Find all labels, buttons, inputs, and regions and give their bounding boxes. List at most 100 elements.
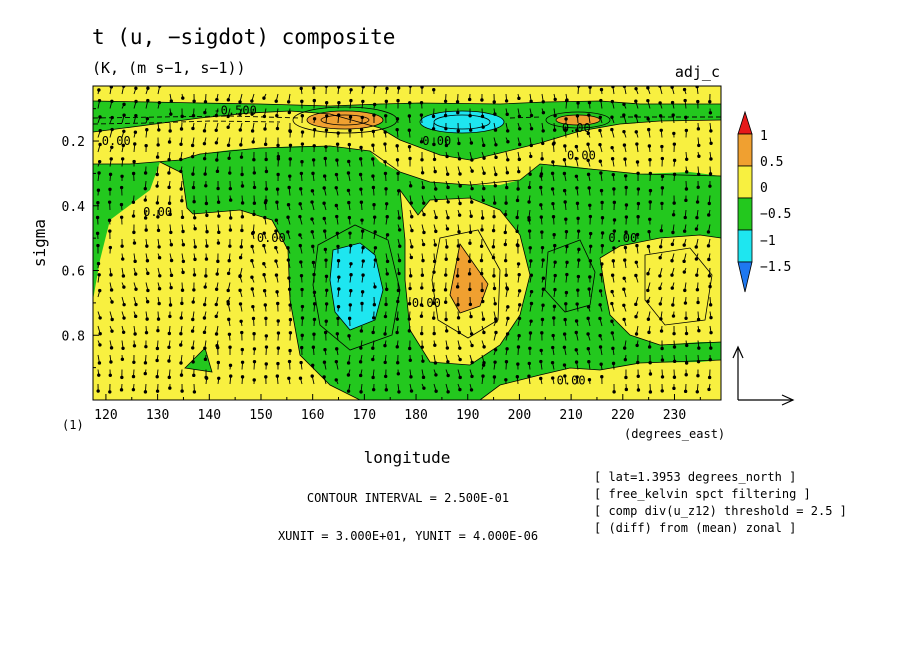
vector-arrow-head — [143, 371, 147, 376]
vector-arrow-head — [204, 274, 208, 278]
vector-arrow-head — [468, 302, 473, 307]
vector-arrow-head — [610, 301, 614, 306]
vector-arrow-head — [576, 229, 581, 233]
vector-arrow-head — [190, 143, 195, 148]
vector-arrow-head — [694, 245, 698, 249]
vector-arrow-head — [517, 334, 521, 338]
vector-arrow-head — [516, 262, 521, 266]
vector-arrow-head — [214, 314, 218, 319]
vector-arrow-head — [624, 185, 628, 190]
vector-arrow-head — [434, 187, 438, 191]
vector-arrow-head — [600, 375, 604, 379]
contour-label: 0.00 — [608, 231, 637, 245]
vector-arrow-head — [683, 215, 687, 220]
vector-arrow-head — [132, 230, 136, 235]
vector-arrow-head — [276, 172, 280, 177]
vector-arrow-head — [707, 257, 711, 262]
vector-arrow-head — [156, 215, 160, 219]
vector-arrow-head — [481, 125, 485, 129]
vector-arrow-head — [143, 186, 148, 191]
vector-arrow-head — [276, 346, 281, 350]
vector-arrow-head — [288, 331, 293, 335]
vector-arrow-head — [457, 141, 461, 146]
vector-arrow-head — [383, 360, 387, 365]
info-line: [ comp div(u_z12) threshold = 2.5 ] — [594, 504, 847, 518]
vector-arrow-head — [359, 329, 364, 333]
vector-arrow-head — [336, 113, 341, 117]
vector-arrow-head — [672, 142, 677, 146]
vector-arrow-head — [215, 158, 219, 162]
vector-arrow-head — [240, 330, 244, 335]
vector-arrow-head — [395, 317, 400, 321]
vector-arrow-head — [492, 274, 496, 278]
vector-arrow-head — [132, 241, 137, 245]
vector-arrow-head — [456, 110, 460, 115]
vector-arrow-head — [467, 272, 472, 276]
vector-arrow-head — [180, 288, 185, 292]
vector-arrow-head — [636, 388, 641, 392]
vector-arrow-head — [169, 99, 174, 103]
vector-arrow-head — [648, 171, 653, 176]
vector-arrow-head — [575, 128, 579, 132]
positive-region-right — [600, 235, 721, 345]
vector-arrow-head — [240, 215, 245, 219]
vector-arrow-head — [146, 271, 150, 276]
vector-arrow-head — [646, 244, 651, 249]
vector-arrow-head — [335, 231, 340, 236]
vector-arrow-head — [192, 99, 196, 103]
vector-arrow-head — [108, 373, 112, 378]
vector-arrow-head — [239, 245, 243, 249]
vector-arrow-head — [481, 363, 486, 367]
vector-arrow-head — [155, 374, 159, 379]
vector-arrow-head — [504, 360, 509, 364]
vector-arrow-head — [634, 99, 638, 103]
vector-arrow-head — [564, 302, 568, 306]
vector-arrow-head — [468, 113, 472, 118]
vector-arrow-head — [395, 127, 399, 132]
positive-region-left — [93, 162, 360, 400]
vector-arrow-head — [671, 314, 676, 318]
vector-arrow-head — [684, 373, 688, 377]
vector-arrow-head — [458, 346, 462, 350]
vector-arrow-head — [481, 374, 485, 378]
vector-arrow-head — [658, 256, 662, 260]
vector-arrow-head — [216, 259, 220, 264]
vector-arrow-head — [494, 319, 498, 323]
vector-arrow-head — [300, 287, 304, 292]
vector-arrow-head — [646, 98, 650, 103]
vector-arrow-head — [312, 332, 316, 336]
vector-arrow-head — [683, 301, 688, 305]
vector-arrow-head — [288, 348, 292, 353]
vector-arrow-head — [612, 390, 616, 394]
vector-arrow-head — [227, 332, 232, 336]
vector-arrow-head — [396, 171, 400, 176]
vector-arrow-head — [385, 287, 389, 292]
vector-arrow-head — [684, 331, 689, 336]
vector-arrow-head — [660, 144, 664, 149]
vector-arrow-head — [553, 243, 557, 248]
vector-arrow-head — [396, 189, 401, 193]
vector-arrow-head — [422, 212, 426, 217]
vector-arrow-head — [110, 300, 114, 304]
vector-arrow-head — [624, 375, 628, 380]
vector-arrow-head — [228, 244, 232, 248]
vector-arrow-head — [334, 186, 338, 190]
vector-arrow-head — [493, 302, 497, 306]
vector-arrow-head — [324, 319, 328, 323]
vector-arrow-head — [167, 201, 172, 205]
vector-arrow-head — [694, 227, 699, 231]
colorbar-segment — [737, 165, 753, 199]
vector-arrow-head — [660, 156, 665, 161]
x-tick-label: 180 — [404, 408, 427, 423]
vector-arrow-head — [587, 113, 591, 117]
vector-arrow-head — [274, 245, 278, 250]
vector-arrow-head — [288, 303, 292, 307]
vector-arrow-head — [384, 114, 388, 118]
vector-arrow-head — [684, 361, 689, 365]
vector-arrow-head — [516, 187, 520, 191]
vector-arrow-head — [336, 316, 340, 321]
vector-arrow-head — [622, 276, 626, 281]
vector-arrow-head — [262, 288, 267, 293]
vector-arrow-head — [672, 331, 676, 336]
vector-arrow-head — [528, 246, 532, 250]
